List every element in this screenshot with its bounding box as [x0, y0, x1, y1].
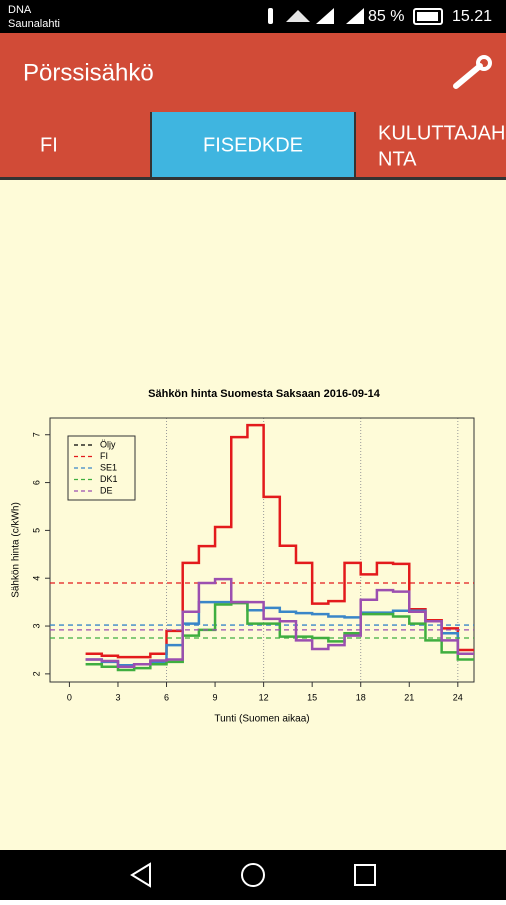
x-tick-label: 9	[213, 692, 218, 702]
y-tick-label: 7	[31, 432, 41, 437]
y-axis-label: Sähkön hinta (c/kWh)	[11, 502, 22, 598]
legend-label: DK1	[100, 474, 118, 484]
x-tick-label: 6	[164, 692, 169, 702]
step-line	[85, 423, 474, 659]
status-icons	[268, 8, 443, 25]
legend-label: Öljy	[100, 439, 116, 449]
x-tick-label: 12	[259, 692, 269, 702]
tab-divider	[0, 177, 506, 180]
y-tick-label: 6	[31, 480, 41, 485]
tab-label: KULUTTAJAH	[378, 122, 505, 144]
plot-frame	[49, 417, 475, 683]
legend-label: DE	[100, 485, 113, 495]
nav-bar	[0, 850, 506, 900]
nav-buttons[interactable]	[130, 862, 376, 888]
y-tick-label: 2	[31, 671, 41, 676]
content	[0, 180, 506, 850]
step-line	[85, 577, 474, 668]
legend-label: SE1	[100, 462, 117, 472]
y-tick-label: 4	[31, 576, 41, 581]
x-tick-label: 3	[115, 692, 120, 702]
tab-selected[interactable]	[152, 112, 355, 178]
tab-label: FISEDKDE	[203, 134, 303, 156]
tab-label: NTA	[378, 148, 417, 170]
legend-label: FI	[100, 451, 108, 461]
battery: 85 %	[368, 8, 404, 25]
x-tick-label: 15	[307, 692, 317, 702]
x-tick-label: 18	[356, 692, 366, 702]
carrier: DNA	[8, 4, 32, 16]
chart-title: Sähkön hinta Suomesta Saksaan 2016-09-14	[148, 388, 381, 400]
step-line	[85, 601, 474, 672]
x-axis-label: Tunti (Suomen aikaa)	[214, 714, 309, 725]
settings-icon[interactable]	[453, 55, 492, 89]
y-tick-label: 3	[31, 624, 41, 629]
x-tick-label: 0	[67, 692, 72, 702]
y-tick-label: 5	[31, 528, 41, 533]
x-tick-label: 21	[404, 692, 414, 702]
x-tick-label: 24	[453, 692, 463, 702]
tab[interactable]	[0, 112, 152, 178]
network: Saunalahti	[8, 18, 60, 30]
legend-box	[67, 435, 136, 501]
tab-label: FI	[40, 134, 58, 156]
app-title: Pörssisähkö	[23, 59, 154, 86]
clock: 15.21	[452, 8, 492, 25]
